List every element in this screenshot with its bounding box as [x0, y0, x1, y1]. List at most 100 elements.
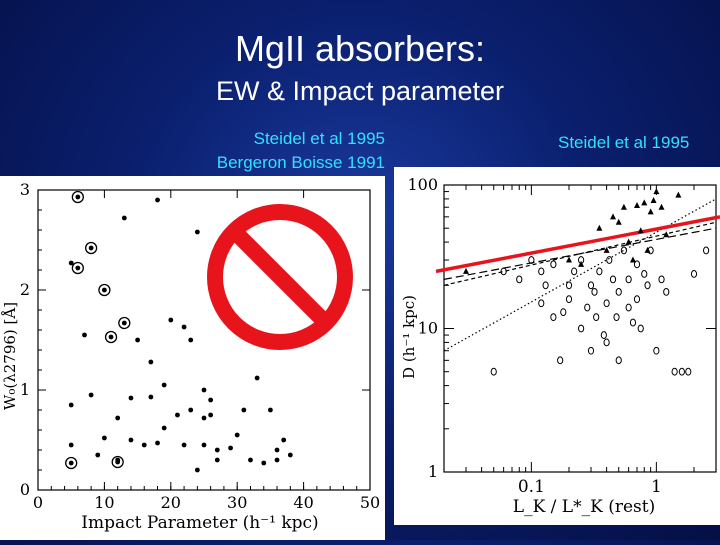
data-point — [115, 415, 121, 421]
open-circle-point — [593, 313, 600, 322]
data-point — [161, 425, 167, 431]
open-circle-point — [629, 318, 637, 327]
triangle-point — [644, 246, 651, 253]
data-point — [181, 324, 187, 330]
circled-point-ring — [71, 190, 84, 204]
circled-point-ring — [98, 283, 111, 297]
open-circle-point — [678, 367, 685, 376]
open-circle-point — [596, 267, 603, 276]
triangle-point — [650, 196, 657, 203]
y-axis-label: D (h⁻¹ kpc) — [400, 295, 418, 379]
circled-point — [75, 194, 81, 200]
x-tick-label: 50 — [360, 493, 380, 512]
triangle-point — [653, 188, 660, 195]
fit-line-dashed — [443, 221, 717, 286]
open-circle-point — [703, 246, 710, 255]
sign-slash — [228, 225, 332, 329]
open-circle-point — [633, 260, 641, 269]
open-circle-point — [557, 356, 564, 365]
data-point — [254, 375, 260, 381]
triangle-point — [610, 213, 617, 220]
data-point — [228, 445, 233, 451]
open-circle-point — [658, 275, 665, 284]
circled-point — [75, 265, 81, 271]
data-point — [68, 442, 74, 448]
open-circle-point — [671, 367, 678, 376]
data-point — [155, 440, 160, 446]
triangle-point — [637, 227, 644, 234]
fit-line-long-dashed — [443, 227, 717, 280]
triangle-point — [463, 267, 470, 274]
circled-point-ring — [118, 316, 131, 330]
data-point — [148, 359, 154, 365]
data-point — [82, 332, 87, 338]
open-circle-point — [625, 275, 632, 284]
open-circle-point — [625, 303, 632, 312]
open-circle-point — [620, 246, 628, 255]
data-point — [95, 452, 101, 458]
data-point — [135, 337, 141, 343]
open-circle-point — [613, 313, 620, 322]
open-circle-point — [565, 295, 573, 304]
y-tick-label: 3 — [20, 180, 30, 199]
triangle-point — [629, 256, 636, 263]
data-point — [201, 387, 207, 393]
open-circle-point — [641, 270, 648, 278]
sign-ring — [207, 204, 353, 350]
circled-point-ring — [104, 330, 118, 344]
open-circle-point — [663, 287, 670, 296]
circled-point-ring — [71, 261, 84, 275]
data-point — [194, 467, 200, 473]
circled-point — [88, 245, 94, 251]
data-point — [181, 442, 187, 448]
circled-point-ring — [65, 456, 78, 470]
triangle-point — [625, 238, 632, 245]
open-circle-point — [587, 281, 595, 290]
right-citation: Steidel et al 1995 — [558, 133, 690, 152]
data-point — [188, 337, 194, 343]
y-tick-label: 2 — [20, 280, 30, 299]
circled-point — [121, 320, 127, 326]
data-point — [155, 197, 160, 203]
data-point — [214, 457, 220, 463]
plot-frame — [37, 189, 371, 491]
slide-title: MgII absorbers: — [234, 28, 486, 69]
plot-frame — [443, 184, 717, 473]
triangle-point — [675, 191, 682, 198]
open-circle-point — [637, 324, 644, 333]
open-circle-point — [591, 287, 598, 296]
data-point — [188, 407, 194, 413]
y-tick-label: 100 — [407, 175, 438, 194]
open-circle-point — [542, 281, 549, 290]
open-circle-point — [600, 331, 607, 339]
data-point — [248, 457, 253, 463]
distance-luminosity-plot-panel: 0.1 1 1 10 100 L_K / L*_K (rest) D (h⁻¹ kpc) — [394, 167, 720, 525]
circled-point — [115, 459, 121, 465]
ew-impact-scatter-plot: 0 10 20 30 40 50 0 1 2 3 Impact Parameter (h⁻¹ kp… — [1, 180, 380, 533]
fit-line-solid-red — [435, 215, 720, 274]
triangle-point — [615, 218, 622, 225]
data-point — [102, 435, 107, 441]
triangle-point — [620, 203, 627, 210]
citation-bergeron: Bergeron Boisse 1991 — [216, 153, 385, 172]
data-point — [268, 407, 273, 413]
open-circle-point — [538, 299, 545, 308]
open-circle-point — [603, 299, 610, 308]
slide-subtitle: EW & Impact parameter — [215, 76, 505, 106]
triangle-point — [641, 199, 648, 206]
open-circle-point — [538, 267, 545, 276]
data-point — [274, 457, 280, 463]
open-circle-point — [528, 256, 535, 264]
open-circle-point — [550, 260, 557, 269]
data-point — [208, 397, 214, 403]
y-tick-label: 0 — [20, 480, 30, 499]
left-citations: Steidel et al 1995 Bergeron Boisse 1991 — [217, 127, 385, 175]
data-point — [168, 317, 174, 323]
x-tick-label: 30 — [227, 493, 247, 512]
data-point — [175, 412, 180, 418]
data-point — [194, 229, 200, 235]
circled-point-ring — [84, 241, 98, 255]
data-point — [241, 407, 247, 413]
data-point — [281, 437, 287, 443]
triangle-point — [578, 260, 585, 267]
